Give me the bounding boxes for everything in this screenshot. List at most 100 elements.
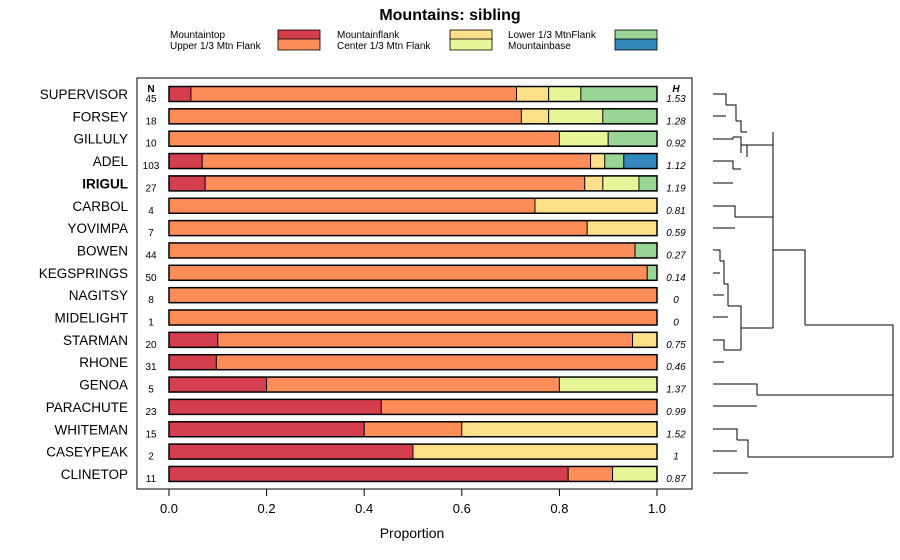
n-label: 5 xyxy=(148,385,154,396)
dendrogram-branch xyxy=(713,324,894,474)
h-label: 1.53 xyxy=(666,94,686,105)
h-label: 0.92 xyxy=(666,139,686,150)
bar-outline xyxy=(168,398,658,416)
h-label: 1.37 xyxy=(666,385,686,396)
bar-outline xyxy=(168,286,658,304)
site-label: KEGSPRINGS xyxy=(39,266,128,281)
bar-segment xyxy=(168,220,588,237)
legend-label: Upper 1/3 Mtn Flank xyxy=(170,41,262,52)
legend-label: Lower 1/3 MtnFlank xyxy=(508,30,597,41)
bar-segment xyxy=(604,153,625,170)
bar-row: KEGSPRINGS 50 0.14 xyxy=(39,264,686,284)
n-label: 23 xyxy=(145,407,157,418)
legend-label: Mountaintop xyxy=(170,30,225,41)
bar-row: IRIGUL 27 1.19 xyxy=(82,175,686,194)
n-column-header: N xyxy=(147,84,154,95)
h-label: 0.27 xyxy=(666,250,686,261)
n-label: 18 xyxy=(145,116,157,127)
n-label: 20 xyxy=(145,340,157,351)
h-column-header: H xyxy=(672,84,680,95)
site-label: GILLULY xyxy=(73,132,128,147)
n-label: 10 xyxy=(145,139,157,150)
bar-segment xyxy=(168,466,569,482)
legend-swatch xyxy=(614,38,658,51)
x-axis: 0.0 0.2 0.4 0.6 0.8 1.0 xyxy=(160,489,666,516)
bar-segment xyxy=(168,421,365,438)
bar-segment xyxy=(607,130,658,147)
bar-segment xyxy=(520,108,550,125)
n-label: 1 xyxy=(148,318,154,329)
h-label: 0.75 xyxy=(666,340,686,351)
site-label: GENOA xyxy=(79,378,128,393)
bar-row: YOVIMPA 7 0.59 xyxy=(67,219,686,239)
bar-outline xyxy=(168,443,658,460)
bar-segment xyxy=(168,153,203,170)
bar-outline xyxy=(168,197,658,214)
bar-row: STARMAN 20 0.75 xyxy=(63,331,686,351)
bar-segment xyxy=(558,376,658,393)
h-label: 1 xyxy=(673,452,679,463)
x-tick-label: 0.2 xyxy=(258,501,276,516)
bar-segment xyxy=(168,398,382,415)
bar-segment xyxy=(638,175,658,192)
n-label: 44 xyxy=(145,250,157,261)
h-label: 0.59 xyxy=(666,228,686,239)
site-label: IRIGUL xyxy=(82,176,128,191)
bar-segment xyxy=(612,466,658,482)
bar-segment xyxy=(168,376,268,393)
bar-segment xyxy=(168,354,217,371)
h-label: 1.19 xyxy=(666,183,686,194)
bar-segment xyxy=(586,220,658,237)
bar-row: BOWEN 44 0.27 xyxy=(77,242,686,261)
n-label: 4 xyxy=(148,206,154,217)
bar-segment xyxy=(602,108,658,125)
bar-segment xyxy=(168,264,648,281)
bar-segment xyxy=(623,153,658,170)
bar-segment xyxy=(217,331,634,348)
n-label: 8 xyxy=(148,295,154,306)
h-label: 0.99 xyxy=(666,407,686,418)
bar-row: CARBOL 4 0.81 xyxy=(72,197,686,217)
h-label: 0.87 xyxy=(666,474,686,485)
site-label: MIDELIGHT xyxy=(54,311,128,326)
bar-segment xyxy=(201,153,592,170)
site-label: WHITEMAN xyxy=(55,422,129,437)
h-label: 0.14 xyxy=(666,273,686,284)
site-label: NAGITSY xyxy=(69,288,128,303)
bar-outline xyxy=(168,465,658,483)
bar-segment xyxy=(584,175,604,192)
x-tick-label: 0.4 xyxy=(355,501,373,516)
dendrogram xyxy=(713,93,894,474)
site-label: RHONE xyxy=(79,355,128,370)
bar-segment xyxy=(168,309,658,326)
site-label: BOWEN xyxy=(77,243,128,258)
dendrogram-branch xyxy=(713,93,774,229)
x-tick-label: 0.0 xyxy=(160,501,178,516)
bar-segment xyxy=(168,287,658,304)
bar-segment xyxy=(548,108,604,125)
bar-outline xyxy=(168,264,658,282)
bar-segment xyxy=(168,331,219,348)
n-label: 7 xyxy=(148,228,154,239)
n-label: 45 xyxy=(145,94,157,105)
bar-outline xyxy=(168,376,658,393)
bar-row: CLINETOP 11 0.87 xyxy=(61,465,686,485)
bar-segment xyxy=(516,86,550,102)
h-label: 1.12 xyxy=(666,161,686,172)
n-label: 103 xyxy=(143,161,160,172)
h-label: 0.46 xyxy=(666,362,686,373)
h-label: 1.28 xyxy=(666,116,686,127)
legend-label: Mountainflank xyxy=(337,30,400,41)
bar-segment xyxy=(646,264,658,281)
bar-outline xyxy=(168,85,658,103)
bar-segment xyxy=(412,443,658,460)
site-label: CASEYPEAK xyxy=(46,445,128,460)
n-label: 2 xyxy=(148,452,154,463)
h-label: 0.81 xyxy=(666,206,685,217)
site-label: SUPERVISOR xyxy=(40,87,129,102)
plot-frame xyxy=(136,77,693,490)
bar-outline xyxy=(168,130,658,147)
bar-row: ADEL 103 1.12 xyxy=(93,152,686,172)
n-label: 15 xyxy=(145,429,157,440)
